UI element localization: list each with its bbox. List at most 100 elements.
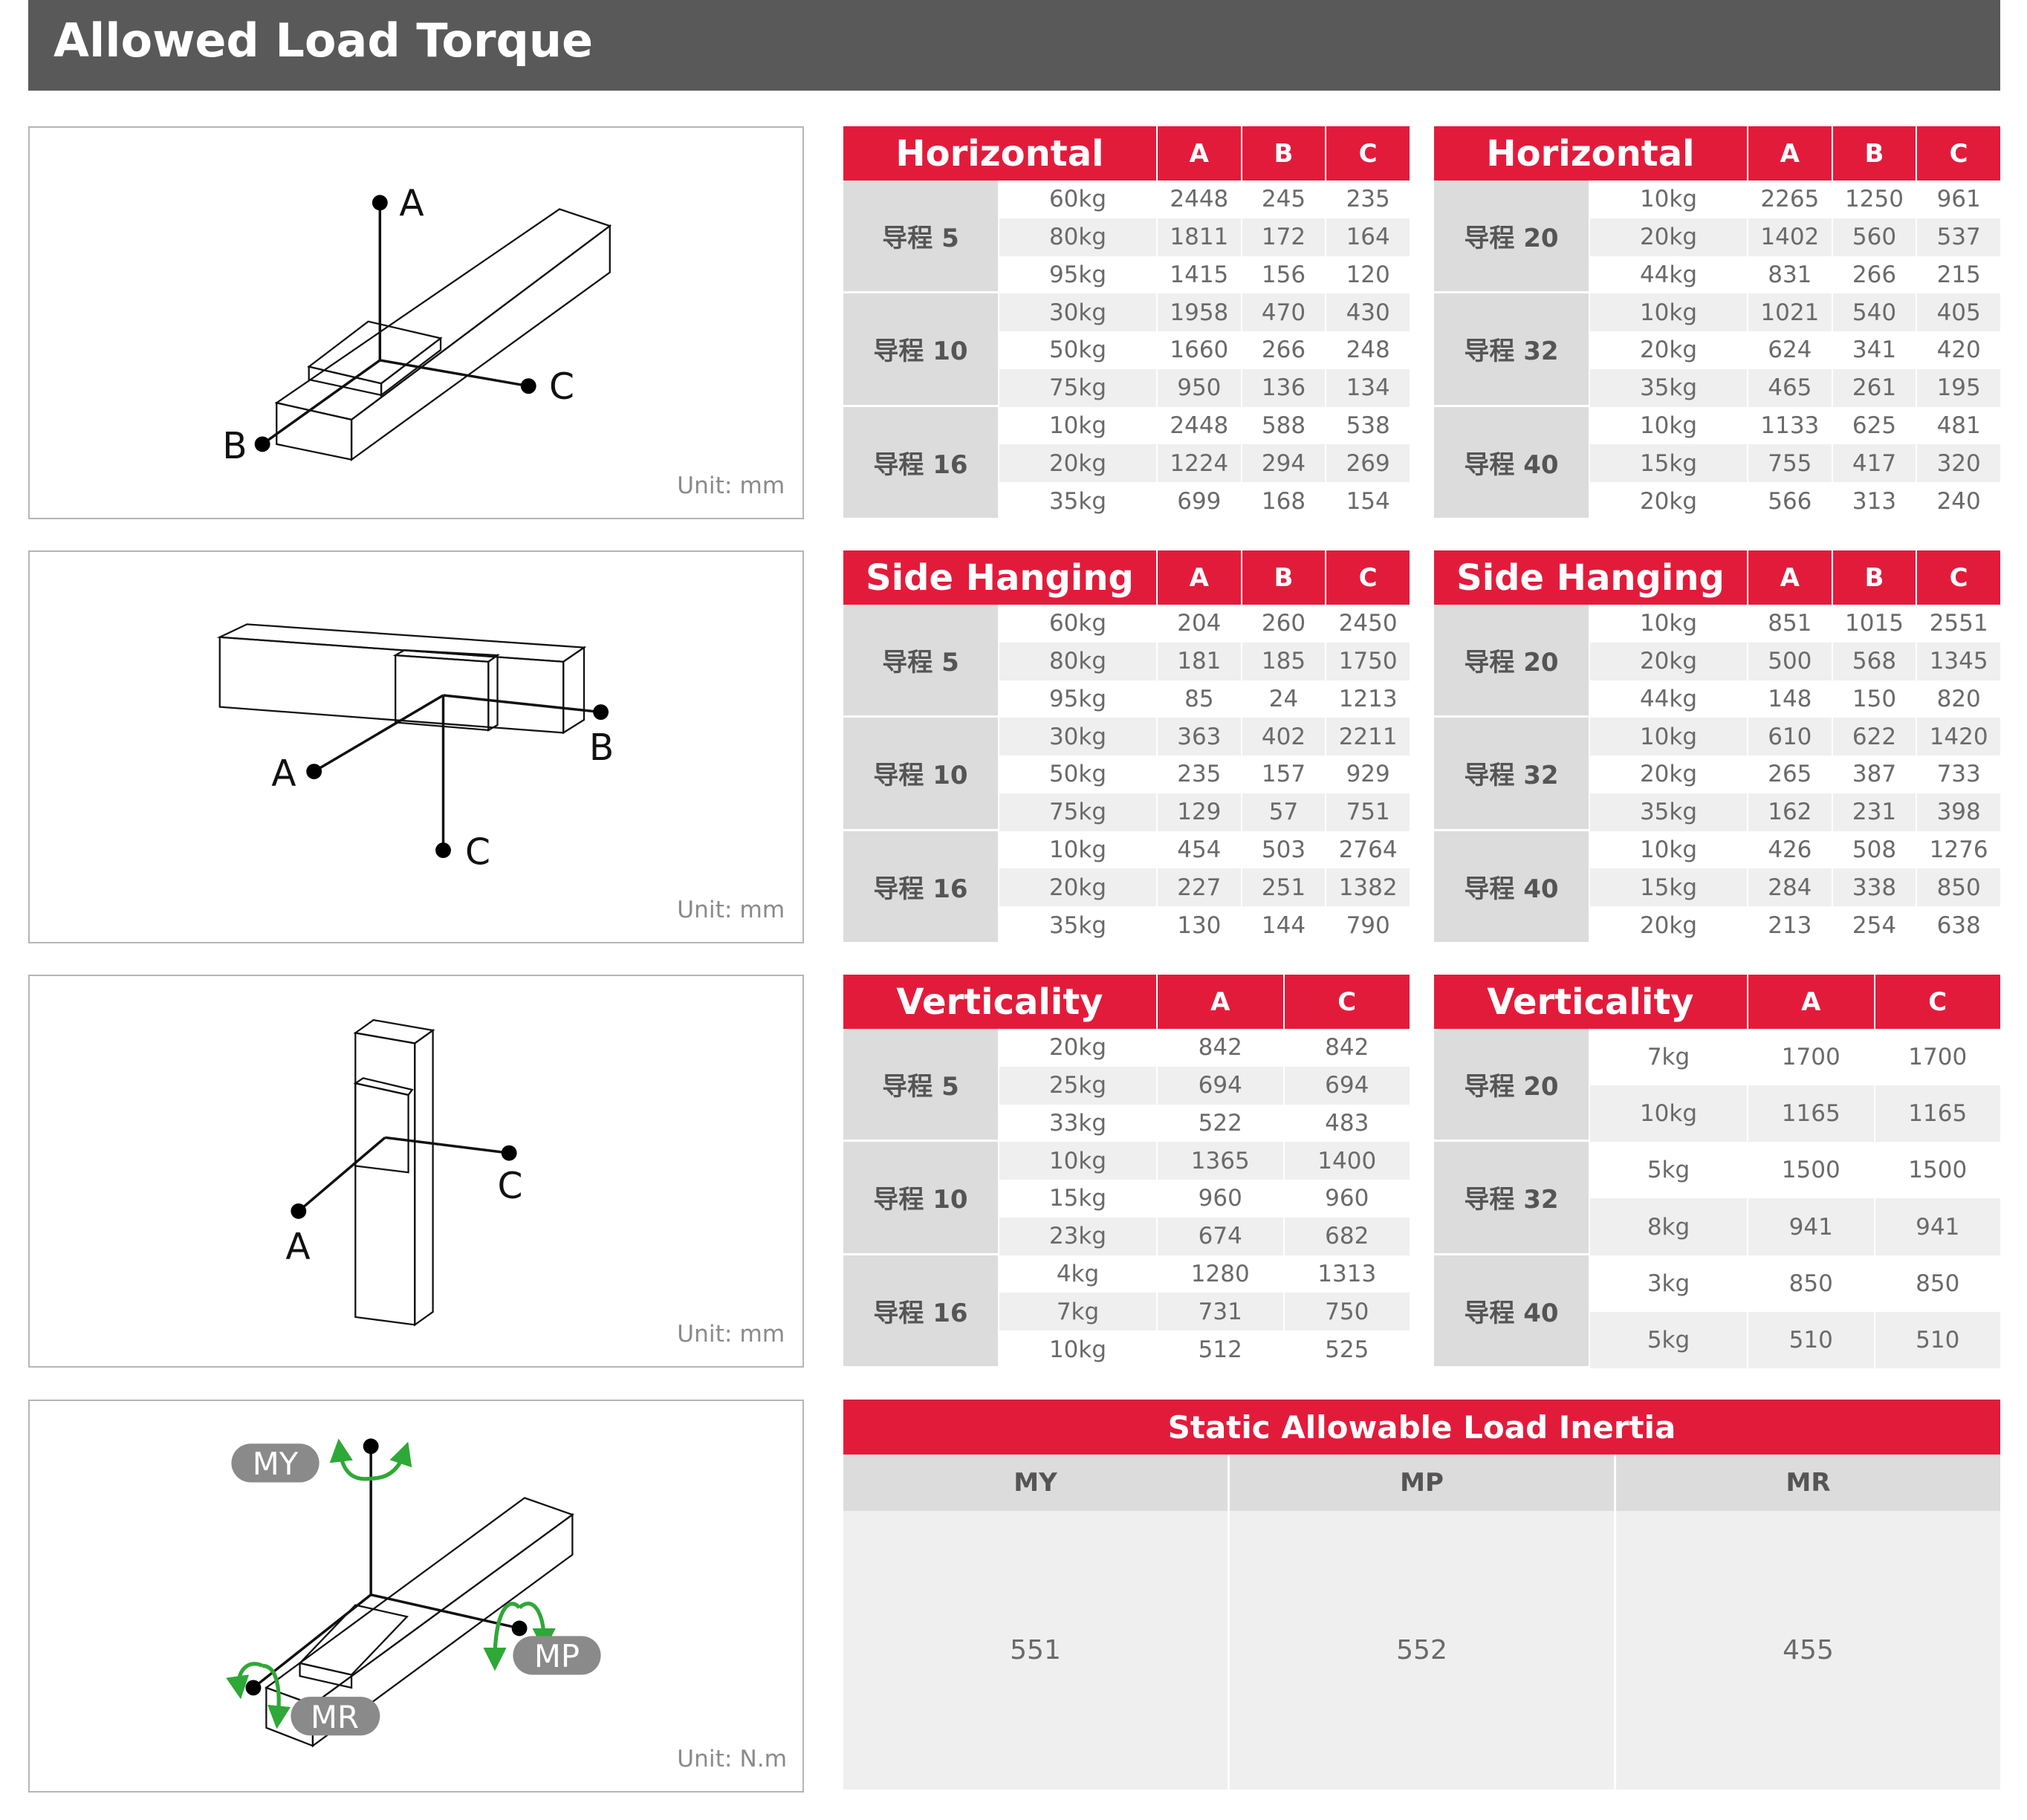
value-cell: 1345: [1917, 642, 2000, 680]
lead-group-label: 导程 10: [843, 293, 998, 407]
value-cell: 266: [1242, 331, 1326, 369]
value-cell: 750: [1284, 1293, 1410, 1331]
column-header: A: [1158, 126, 1241, 181]
load-cell: 10kg: [1590, 1085, 1747, 1143]
inertia-value-mp: 552: [1230, 1511, 1614, 1790]
lead-group-label: 导程 20: [1434, 181, 1589, 294]
value-cell: 950: [1158, 368, 1241, 407]
moment-illustration: MY MP MR Unit: N.m: [226, 1438, 787, 1772]
lead-group-label: 导程 32: [1434, 293, 1589, 407]
table-title: Side Hanging: [1434, 550, 1747, 605]
value-cell: 483: [1284, 1104, 1410, 1143]
load-cell: 75kg: [999, 793, 1156, 831]
label-b: B: [589, 727, 614, 769]
load-cell: 20kg: [1590, 642, 1747, 680]
load-cell: 8kg: [1590, 1198, 1747, 1255]
column-header: B: [1242, 126, 1326, 181]
value-cell: 540: [1832, 293, 1916, 332]
value-cell: 674: [1158, 1217, 1283, 1255]
point-b: [254, 436, 270, 452]
value-cell: 1250: [1832, 181, 1916, 218]
load-cell: 7kg: [1590, 1029, 1747, 1086]
value-cell: 405: [1917, 293, 2000, 332]
value-cell: 1811: [1158, 218, 1241, 256]
load-cell: 20kg: [1590, 218, 1747, 256]
value-cell: 831: [1748, 256, 1832, 294]
value-cell: 1276: [1917, 831, 2000, 869]
diagram-horizontal: A C B Unit: mm: [28, 126, 804, 519]
value-cell: 560: [1832, 218, 1916, 256]
load-cell: 44kg: [1590, 256, 1747, 294]
load-cell: 80kg: [999, 642, 1156, 680]
table-verticality-left: Verticality A C 导程 5 20kg 842 842 25kg 694 694 33k…: [843, 975, 1410, 1368]
load-cell: 3kg: [1590, 1255, 1747, 1312]
value-cell: 2265: [1748, 181, 1832, 218]
table-title: Verticality: [843, 975, 1156, 1029]
load-cell: 10kg: [999, 1330, 1156, 1368]
value-cell: 1700: [1875, 1029, 2000, 1086]
load-cell: 15kg: [999, 1180, 1156, 1218]
value-cell: 426: [1748, 831, 1832, 869]
verticality-illustration: A C Unit: mm: [285, 1018, 785, 1348]
load-cell: 23kg: [999, 1217, 1156, 1255]
value-cell: 363: [1158, 718, 1241, 756]
column-header: C: [1326, 550, 1410, 605]
lead-group-label: 导程 40: [1434, 831, 1589, 944]
lead-group-label: 导程 20: [1434, 605, 1589, 718]
value-cell: 850: [1875, 1255, 2000, 1312]
value-cell: 537: [1917, 218, 2000, 256]
value-cell: 1660: [1158, 331, 1241, 369]
value-cell: 420: [1917, 331, 2000, 369]
value-cell: 1402: [1748, 218, 1832, 256]
label-b: B: [222, 426, 247, 467]
load-cell: 15kg: [1590, 444, 1747, 483]
pill-mr: [291, 1697, 380, 1736]
inertia-col-my: MY: [843, 1455, 1227, 1511]
load-cell: 20kg: [999, 1029, 1156, 1067]
column-header: C: [1917, 126, 2000, 181]
value-cell: 751: [1326, 793, 1410, 831]
table-title: Horizontal: [843, 126, 1156, 181]
value-cell: 1500: [1748, 1142, 1874, 1199]
value-cell: 941: [1748, 1198, 1874, 1255]
value-cell: 144: [1242, 906, 1326, 944]
lead-group-label: 导程 5: [843, 605, 998, 718]
value-cell: 157: [1242, 755, 1326, 793]
value-cell: 168: [1242, 482, 1326, 520]
value-cell: 162: [1748, 793, 1832, 831]
load-cell: 20kg: [1590, 331, 1747, 369]
pill-mp: [513, 1636, 601, 1675]
horizontal-mounting-illustration: A C B Unit: mm: [222, 183, 785, 499]
lead-group-label: 导程 32: [1434, 1142, 1589, 1255]
label-a: A: [285, 1226, 310, 1268]
value-cell: 638: [1917, 906, 2000, 944]
value-cell: 129: [1158, 793, 1241, 831]
value-cell: 610: [1748, 718, 1832, 756]
value-cell: 213: [1748, 906, 1832, 944]
load-cell: 30kg: [999, 293, 1156, 332]
value-cell: 245: [1242, 181, 1326, 218]
load-cell: 60kg: [999, 181, 1156, 218]
load-cell: 60kg: [999, 605, 1156, 643]
column-header: C: [1917, 550, 2000, 605]
load-cell: 10kg: [999, 406, 1156, 445]
load-cell: 35kg: [1590, 368, 1747, 407]
value-cell: 694: [1284, 1066, 1410, 1105]
value-cell: 842: [1158, 1029, 1283, 1067]
label-mp: MP: [534, 1638, 580, 1674]
value-cell: 481: [1917, 406, 2000, 445]
value-cell: 500: [1748, 642, 1832, 680]
label-my: MY: [253, 1446, 299, 1482]
table-horizontal-left: Horizontal A B C 导程 5 60kg 2448 245 235 80kg 1811 1…: [843, 126, 1410, 520]
load-cell: 50kg: [999, 331, 1156, 369]
column-header: A: [1158, 975, 1283, 1029]
value-cell: 402: [1242, 718, 1326, 756]
load-cell: 10kg: [1590, 718, 1747, 756]
column-header: C: [1284, 975, 1410, 1029]
value-cell: 1365: [1158, 1142, 1283, 1180]
value-cell: 156: [1242, 256, 1326, 294]
load-cell: 10kg: [999, 1142, 1156, 1180]
value-cell: 622: [1832, 718, 1916, 756]
value-cell: 842: [1284, 1029, 1410, 1067]
load-cell: 44kg: [1590, 680, 1747, 718]
